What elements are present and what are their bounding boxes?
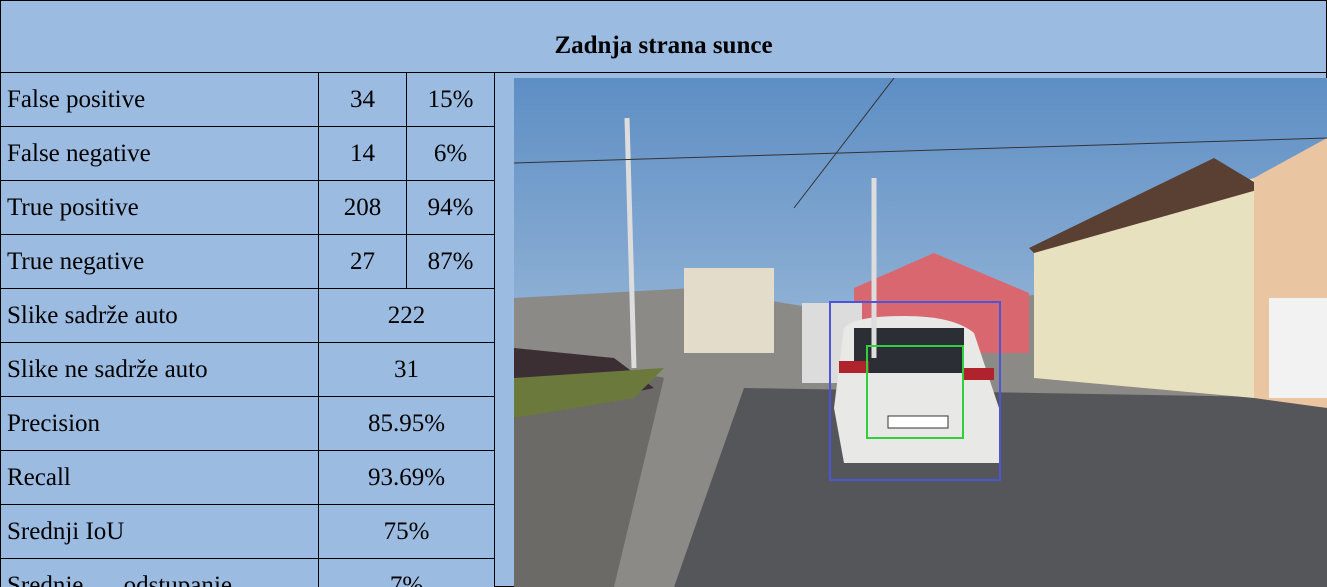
row-label: Srednje odstupanje	[0, 558, 319, 587]
row-value: 7%	[318, 558, 495, 587]
row-label: Slike sadrže auto	[0, 288, 319, 343]
row-label: True positive	[0, 180, 319, 235]
photo	[514, 78, 1327, 587]
row-percent-text: 94%	[427, 193, 474, 221]
row-label-text: True positive	[7, 193, 139, 221]
row-label-text: Slike sadrže auto	[7, 301, 178, 329]
row-percent: 87%	[406, 234, 495, 289]
row-label-text: Precision	[7, 409, 101, 437]
row-count: 27	[318, 234, 407, 289]
row-count: 208	[318, 180, 407, 235]
row-percent-text: 6%	[433, 139, 468, 167]
row-percent-text: 15%	[427, 85, 474, 113]
row-label: Precision	[0, 396, 319, 451]
row-count: 34	[318, 72, 407, 127]
row-count-text: 14	[350, 139, 375, 167]
row-label: Recall	[0, 450, 319, 505]
row-label-text: Slike ne sadrže auto	[7, 355, 208, 383]
row-count-text: 27	[350, 247, 375, 275]
row-percent: 6%	[406, 126, 495, 181]
row-label: Slike ne sadrže auto	[0, 342, 319, 397]
row-label-text: False negative	[7, 139, 151, 167]
row-label: True negative	[0, 234, 319, 289]
row-label-text: Srednje odstupanje	[7, 571, 232, 587]
row-count-text: 208	[343, 193, 382, 221]
row-label: False positive	[0, 72, 319, 127]
title-cell: Zadnja strana sunce	[0, 0, 1327, 73]
row-value-text: 7%	[389, 571, 424, 587]
row-label-text: Srednji IoU	[7, 517, 125, 545]
row-value: 75%	[318, 504, 495, 559]
row-value-text: 85.95%	[367, 409, 446, 437]
row-value-text: 75%	[383, 517, 430, 545]
row-count: 14	[318, 126, 407, 181]
title: Zadnja strana sunce	[554, 31, 773, 59]
row-label: False negative	[0, 126, 319, 181]
row-percent: 15%	[406, 72, 495, 127]
row-value-text: 222	[387, 301, 426, 329]
row-label-text: False positive	[7, 85, 146, 113]
row-value-text: 31	[394, 355, 419, 383]
row-label-text: True negative	[7, 247, 145, 275]
row-value-text: 93.69%	[367, 463, 446, 491]
row-percent: 94%	[406, 180, 495, 235]
row-label: Srednji IoU	[0, 504, 319, 559]
row-value: 85.95%	[318, 396, 495, 451]
row-value: 93.69%	[318, 450, 495, 505]
row-percent-text: 87%	[427, 247, 474, 275]
row-count-text: 34	[350, 85, 375, 113]
row-value: 222	[318, 288, 495, 343]
row-value: 31	[318, 342, 495, 397]
row-label-text: Recall	[7, 463, 71, 491]
